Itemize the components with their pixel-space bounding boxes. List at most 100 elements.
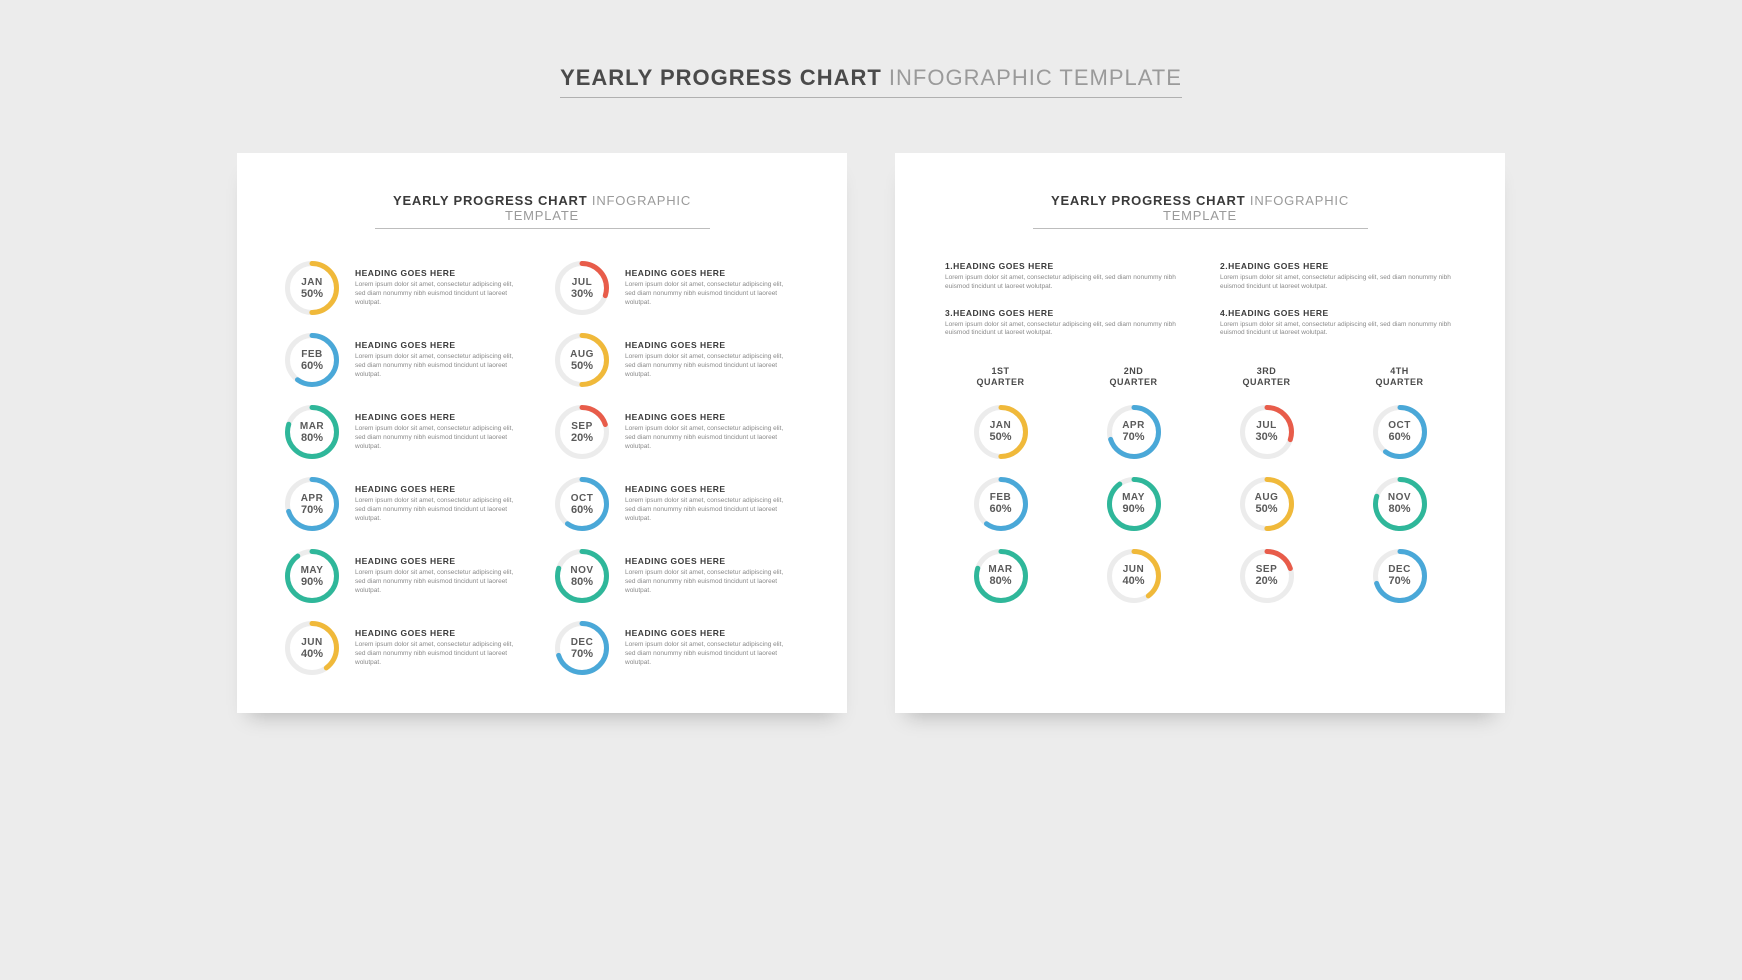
card2-title: YEARLY PROGRESS CHART INFOGRAPHIC TEMPLA… — [1033, 193, 1368, 229]
ring-month: APR — [1122, 420, 1145, 431]
ring-label: MAR 80% — [285, 405, 339, 459]
month-text: HEADING GOES HERE Lorem ipsum dolor sit … — [355, 340, 520, 379]
month-row: OCT 60% HEADING GOES HERE Lorem ipsum do… — [555, 477, 799, 531]
quarter-column: 2NDQUARTER APR 70% MAY 90% JUN 40% — [1076, 366, 1191, 603]
month-body: Lorem ipsum dolor sit amet, consectetur … — [625, 281, 790, 307]
month-row: AUG 50% HEADING GOES HERE Lorem ipsum do… — [555, 333, 799, 387]
month-text: HEADING GOES HERE Lorem ipsum dolor sit … — [625, 484, 790, 523]
progress-ring-oct: OCT 60% — [555, 477, 609, 531]
progress-ring-mar: MAR 80% — [974, 549, 1028, 603]
ring-label: NOV 80% — [555, 549, 609, 603]
ring-month: JUL — [572, 277, 592, 288]
month-heading: HEADING GOES HERE — [355, 484, 520, 494]
heading-title: 2.HEADING GOES HERE — [1220, 261, 1455, 271]
heading-title: 1.HEADING GOES HERE — [945, 261, 1180, 271]
heading-title: 3.HEADING GOES HERE — [945, 308, 1180, 318]
ring-pct: 70% — [1122, 431, 1144, 443]
ring-month: FEB — [301, 349, 323, 360]
month-body: Lorem ipsum dolor sit amet, consectetur … — [625, 497, 790, 523]
ring-pct: 50% — [571, 360, 593, 372]
ring-pct: 80% — [301, 432, 323, 444]
month-text: HEADING GOES HERE Lorem ipsum dolor sit … — [625, 340, 790, 379]
ring-pct: 50% — [989, 431, 1011, 443]
ring-label: OCT 60% — [555, 477, 609, 531]
ring-label: SEP 20% — [555, 405, 609, 459]
headings-grid: 1.HEADING GOES HERE Lorem ipsum dolor si… — [943, 261, 1457, 338]
month-heading: HEADING GOES HERE — [625, 484, 790, 494]
ring-pct: 80% — [571, 576, 593, 588]
ring-label: JUN 40% — [1107, 549, 1161, 603]
card-quarterly: YEARLY PROGRESS CHART INFOGRAPHIC TEMPLA… — [895, 153, 1505, 713]
month-text: HEADING GOES HERE Lorem ipsum dolor sit … — [625, 412, 790, 451]
progress-ring-sep: SEP 20% — [1240, 549, 1294, 603]
ring-pct: 60% — [989, 503, 1011, 515]
month-row: SEP 20% HEADING GOES HERE Lorem ipsum do… — [555, 405, 799, 459]
month-body: Lorem ipsum dolor sit amet, consectetur … — [625, 353, 790, 379]
ring-label: MAR 80% — [974, 549, 1028, 603]
month-text: HEADING GOES HERE Lorem ipsum dolor sit … — [625, 268, 790, 307]
month-row: DEC 70% HEADING GOES HERE Lorem ipsum do… — [555, 621, 799, 675]
month-heading: HEADING GOES HERE — [625, 556, 790, 566]
ring-label: APR 70% — [1107, 405, 1161, 459]
ring-label: OCT 60% — [1373, 405, 1427, 459]
month-body: Lorem ipsum dolor sit amet, consectetur … — [625, 425, 790, 451]
progress-ring-nov: NOV 80% — [555, 549, 609, 603]
month-row: JAN 50% HEADING GOES HERE Lorem ipsum do… — [285, 261, 529, 315]
progress-ring-jan: JAN 50% — [285, 261, 339, 315]
ring-pct: 90% — [301, 576, 323, 588]
ring-pct: 60% — [571, 504, 593, 516]
month-heading: HEADING GOES HERE — [355, 556, 520, 566]
ring-label: JAN 50% — [974, 405, 1028, 459]
month-body: Lorem ipsum dolor sit amet, consectetur … — [625, 641, 790, 667]
month-text: HEADING GOES HERE Lorem ipsum dolor sit … — [625, 628, 790, 667]
ring-label: FEB 60% — [974, 477, 1028, 531]
progress-ring-feb: FEB 60% — [974, 477, 1028, 531]
quarter-column: 3RDQUARTER JUL 30% AUG 50% SEP 20% — [1209, 366, 1324, 603]
ring-pct: 30% — [1255, 431, 1277, 443]
ring-pct: 70% — [301, 504, 323, 516]
heading-block: 1.HEADING GOES HERE Lorem ipsum dolor si… — [945, 261, 1180, 292]
heading-block: 4.HEADING GOES HERE Lorem ipsum dolor si… — [1220, 308, 1455, 339]
month-row: APR 70% HEADING GOES HERE Lorem ipsum do… — [285, 477, 529, 531]
month-row: JUN 40% HEADING GOES HERE Lorem ipsum do… — [285, 621, 529, 675]
ring-pct: 80% — [1388, 503, 1410, 515]
ring-month: JUN — [301, 637, 323, 648]
quarter-label: 3RDQUARTER — [1209, 366, 1324, 389]
month-row: MAR 80% HEADING GOES HERE Lorem ipsum do… — [285, 405, 529, 459]
month-heading: HEADING GOES HERE — [355, 628, 520, 638]
ring-label: SEP 20% — [1240, 549, 1294, 603]
ring-pct: 80% — [989, 575, 1011, 587]
ring-pct: 20% — [571, 432, 593, 444]
ring-month: NOV — [570, 565, 593, 576]
quarter-label: 2NDQUARTER — [1076, 366, 1191, 389]
heading-body: Lorem ipsum dolor sit amet, consectetur … — [1220, 274, 1455, 292]
card2-title-bold: YEARLY PROGRESS CHART — [1051, 193, 1246, 208]
page-title-light: INFOGRAPHIC TEMPLATE — [889, 65, 1182, 90]
card1-title-bold: YEARLY PROGRESS CHART — [393, 193, 588, 208]
ring-pct: 40% — [301, 648, 323, 660]
heading-body: Lorem ipsum dolor sit amet, consectetur … — [1220, 321, 1455, 339]
ring-pct: 60% — [301, 360, 323, 372]
ring-pct: 70% — [571, 648, 593, 660]
progress-ring-may: MAY 90% — [1107, 477, 1161, 531]
ring-label: DEC 70% — [1373, 549, 1427, 603]
heading-title: 4.HEADING GOES HERE — [1220, 308, 1455, 318]
month-heading: HEADING GOES HERE — [625, 628, 790, 638]
progress-ring-apr: APR 70% — [285, 477, 339, 531]
ring-month: SEP — [1256, 564, 1278, 575]
month-text: HEADING GOES HERE Lorem ipsum dolor sit … — [355, 484, 520, 523]
ring-month: MAY — [1122, 492, 1145, 503]
progress-ring-jun: JUN 40% — [285, 621, 339, 675]
heading-body: Lorem ipsum dolor sit amet, consectetur … — [945, 274, 1180, 292]
card1-title: YEARLY PROGRESS CHART INFOGRAPHIC TEMPLA… — [375, 193, 710, 229]
ring-month: JAN — [990, 420, 1012, 431]
ring-month: SEP — [571, 421, 593, 432]
ring-month: DEC — [1388, 564, 1411, 575]
ring-month: NOV — [1388, 492, 1411, 503]
ring-month: MAR — [300, 421, 324, 432]
ring-month: MAY — [301, 565, 324, 576]
month-heading: HEADING GOES HERE — [355, 340, 520, 350]
heading-block: 3.HEADING GOES HERE Lorem ipsum dolor si… — [945, 308, 1180, 339]
progress-ring-oct: OCT 60% — [1373, 405, 1427, 459]
ring-month: AUG — [570, 349, 594, 360]
